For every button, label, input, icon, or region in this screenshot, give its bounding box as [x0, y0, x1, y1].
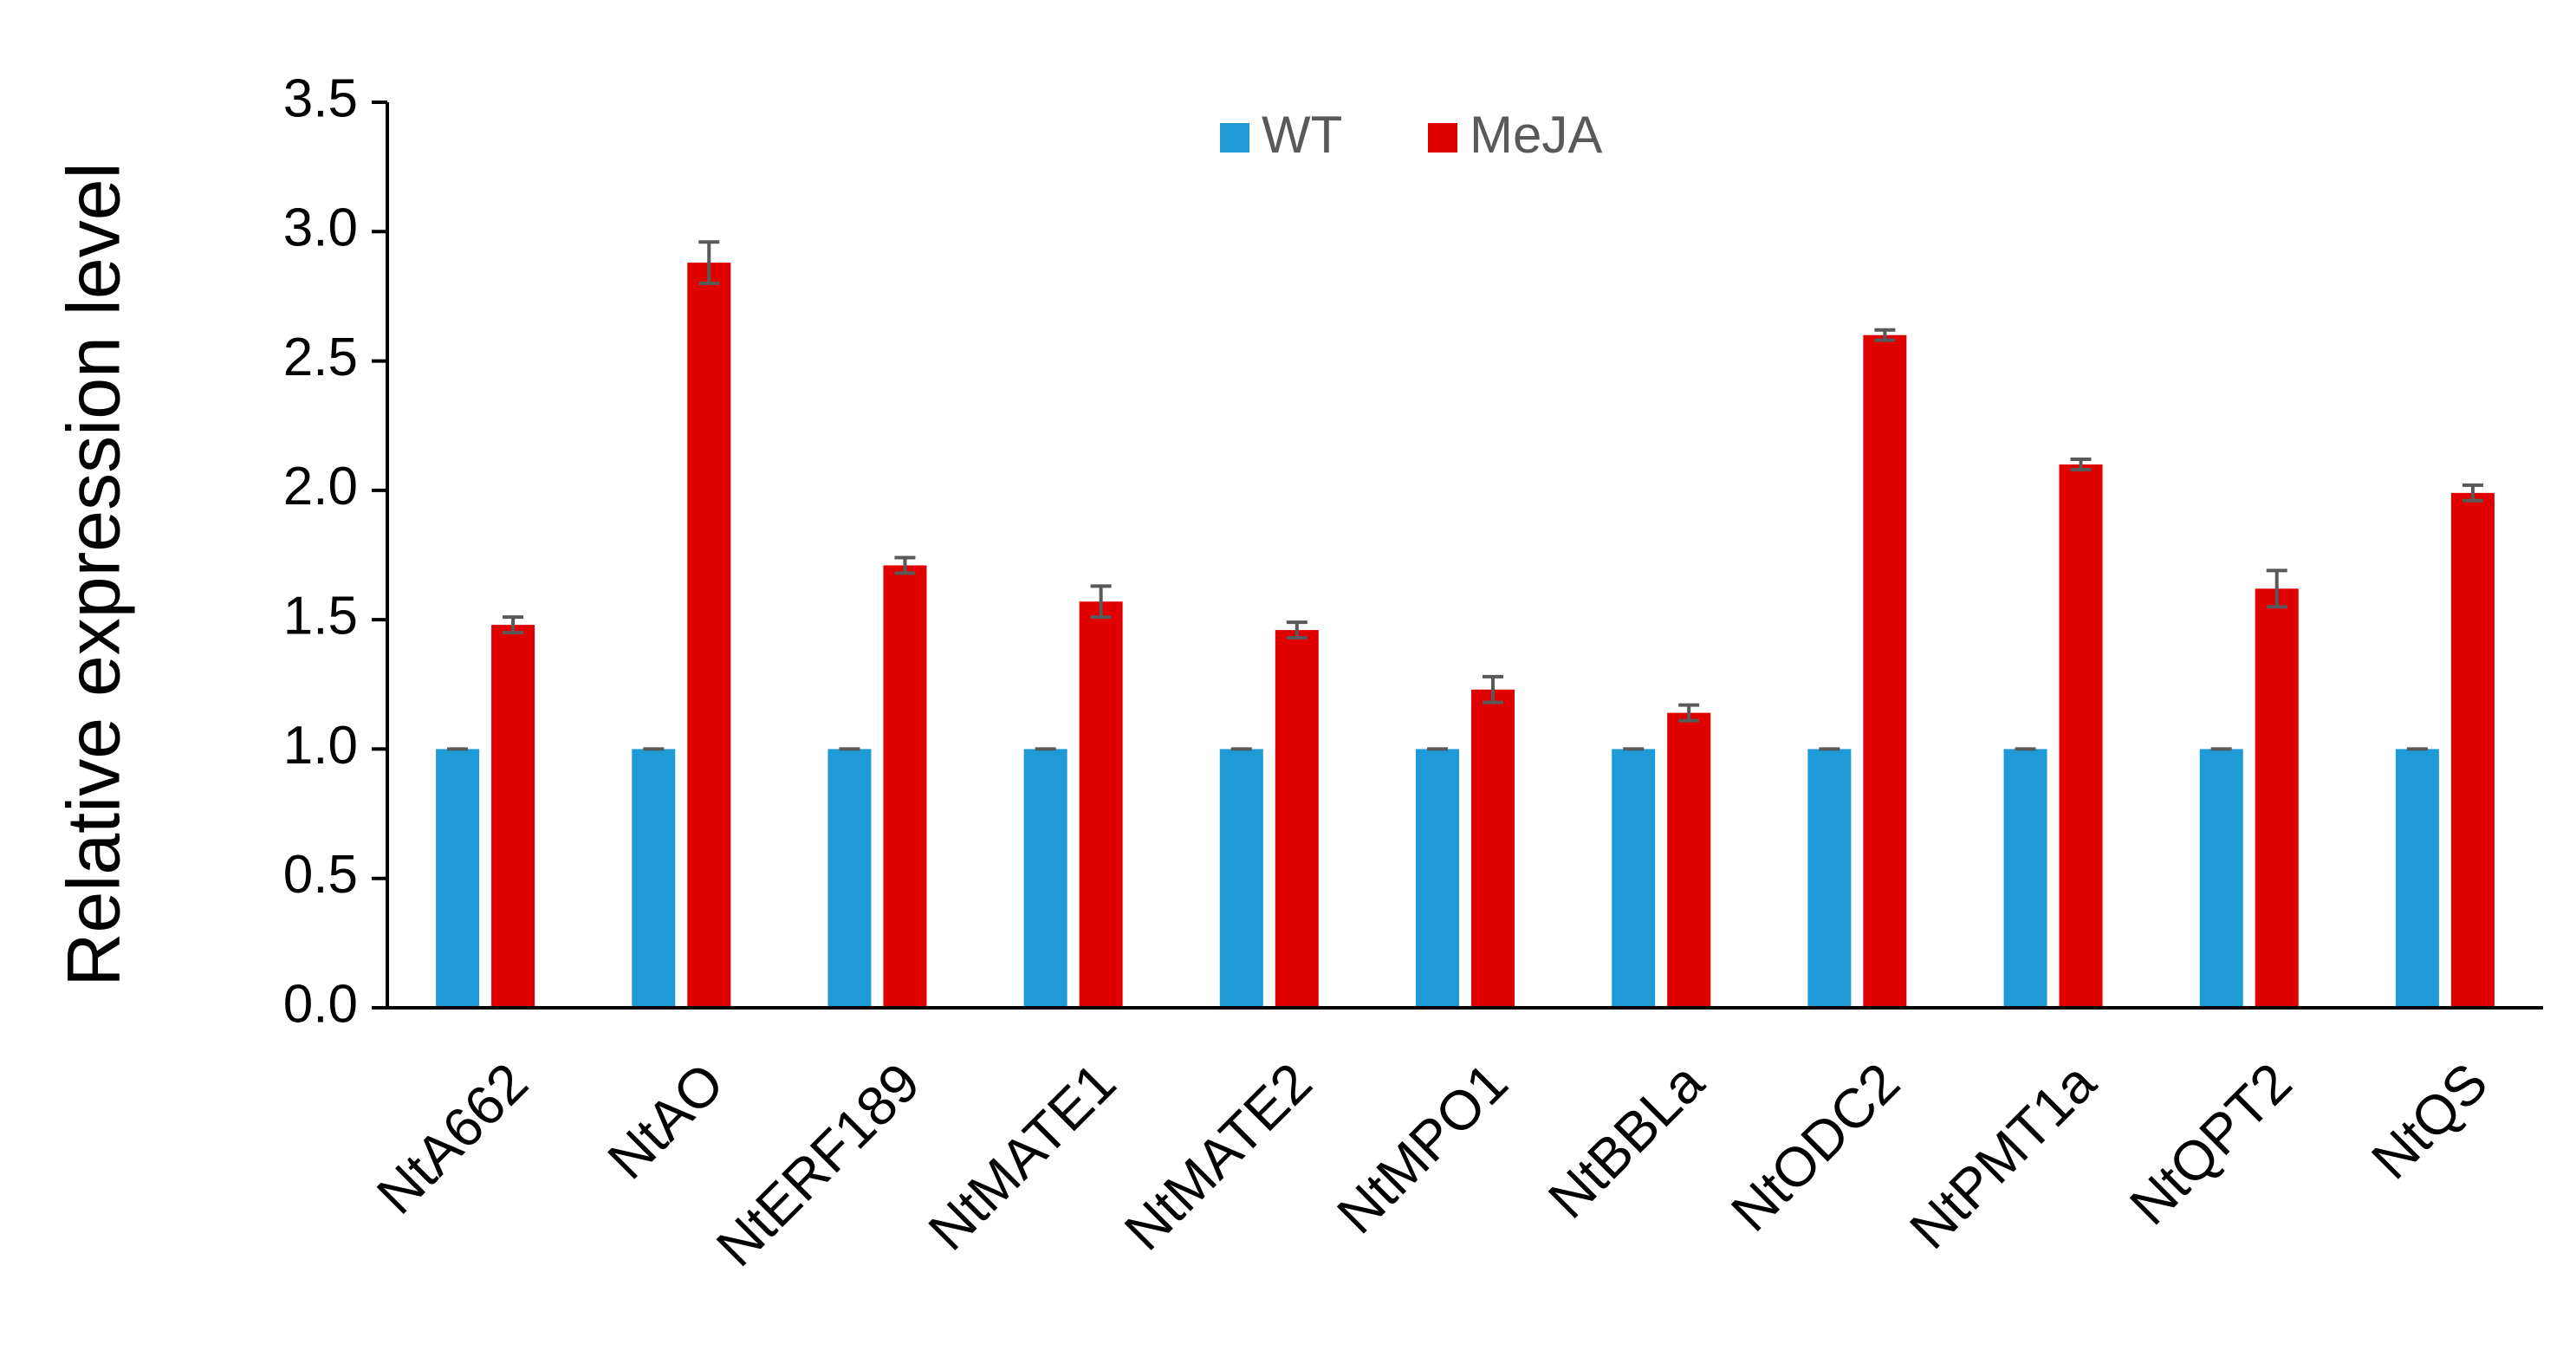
bar-wt-ntqpt2 [2199, 749, 2243, 1008]
y-tick-label: 2.0 [283, 457, 358, 516]
bar-meja-nterf189 [883, 565, 927, 1008]
x-tick-label: NtMATE2 [1113, 1051, 1324, 1263]
y-tick-label: 1.0 [283, 716, 358, 776]
legend: WT MeJA [1220, 106, 1602, 164]
y-tick-label: 0.0 [283, 974, 358, 1034]
y-axis-title-group: Relative expression level [53, 162, 136, 986]
bar-meja-ntao [687, 263, 731, 1009]
bar-wt-nterf189 [827, 749, 872, 1008]
x-tick-label: NtPMT1a [1898, 1051, 2107, 1261]
bar-meja-ntbbla [1667, 712, 1711, 1008]
bar-wt-ntmpo1 [1416, 749, 1459, 1008]
bar-meja-ntmate1 [1079, 601, 1123, 1008]
bar-meja-ntpmt1a [2059, 464, 2103, 1008]
axes-layer [386, 102, 2543, 1010]
bar-meja-ntqpt2 [2255, 588, 2299, 1008]
bar-wt-ntpmt1a [2003, 749, 2047, 1008]
x-tick-label: NtODC2 [1719, 1051, 1911, 1243]
bar-meja-ntmpo1 [1471, 689, 1515, 1008]
bar-wt-ntmate2 [1219, 749, 1263, 1008]
y-tick-label: 2.5 [283, 328, 358, 387]
legend-label-meja: MeJA [1470, 106, 1602, 164]
y-tick-label: 1.5 [283, 587, 358, 646]
error-bars-layer [447, 240, 2483, 751]
x-tick-label: NtMATE1 [917, 1051, 1128, 1263]
bar-meja-ntmate2 [1275, 630, 1319, 1008]
bar-meja-ntodc2 [1863, 334, 1907, 1008]
x-tick-label: NtERF189 [704, 1051, 931, 1278]
bar-wt-ntodc2 [1807, 749, 1852, 1008]
bar-wt-ntmate1 [1023, 749, 1067, 1008]
x-tick-label: NtQS [2359, 1051, 2500, 1191]
y-tick-label: 3.0 [283, 198, 358, 258]
x-tick-label: NtA662 [365, 1051, 540, 1226]
bar-wt-ntbbla [1612, 749, 1656, 1008]
bar-wt-ntao [632, 749, 676, 1008]
bar-wt-nta662 [436, 749, 480, 1008]
legend-swatch-meja [1428, 123, 1457, 153]
y-axis-title: Relative expression level [53, 162, 136, 986]
bar-meja-ntqs [2450, 492, 2495, 1008]
bar-wt-ntqs [2395, 749, 2439, 1008]
x-tick-label: NtQPT2 [2118, 1051, 2303, 1237]
x-tick-label: NtBBLa [1536, 1051, 1716, 1230]
y-tick-label: 0.5 [283, 845, 358, 905]
bars-layer [436, 263, 2495, 1009]
y-ticks-layer: 0.0 0.5 1.0 1.5 2.0 2.5 3.0 3.5 [283, 68, 387, 1034]
y-tick-label: 3.5 [283, 68, 358, 128]
x-tick-label: NtMPO1 [1325, 1051, 1519, 1245]
x-tick-label: NtAO [595, 1051, 736, 1191]
legend-swatch-wt [1220, 123, 1249, 153]
legend-label-wt: WT [1262, 106, 1342, 164]
bar-meja-nta662 [491, 625, 535, 1008]
